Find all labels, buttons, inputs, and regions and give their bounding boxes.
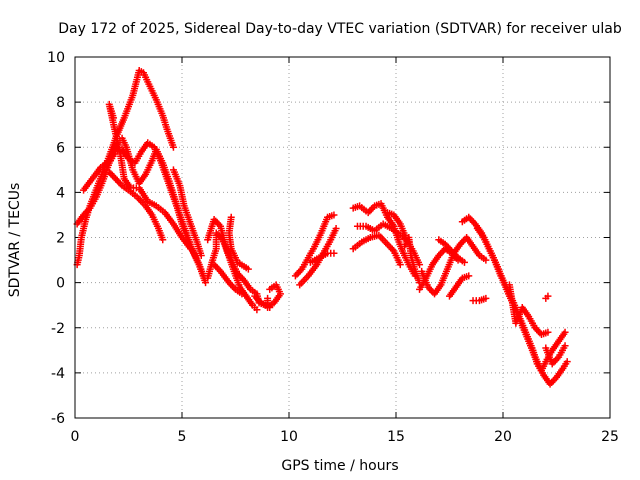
data-point xyxy=(253,306,261,314)
data-point xyxy=(187,245,195,253)
data-point xyxy=(213,219,221,227)
series-arc-16 xyxy=(349,231,404,269)
y-tick-label: -4 xyxy=(51,366,65,382)
data-point xyxy=(108,171,116,179)
data-point xyxy=(416,261,424,269)
axis-ticks: 0 5 10 15 20 25 -6 -4 -2 0 2 4 6 8 10 xyxy=(47,50,619,445)
data-point xyxy=(549,377,557,385)
y-tick-label: -6 xyxy=(51,411,65,427)
x-axis-label: GPS time / hours xyxy=(281,458,398,474)
data-point xyxy=(330,249,338,257)
series-arc-30 xyxy=(251,292,274,311)
data-point xyxy=(159,236,167,244)
data-point xyxy=(366,207,374,215)
data-point xyxy=(169,143,177,151)
y-tick-label: 2 xyxy=(56,231,65,247)
y-tick-label: 0 xyxy=(56,276,65,292)
series-arc-19 xyxy=(401,234,424,287)
x-tick-label: 0 xyxy=(71,429,80,445)
y-tick-label: 8 xyxy=(56,95,65,111)
data-point xyxy=(330,211,338,219)
x-tick-label: 10 xyxy=(280,429,298,445)
data-point xyxy=(396,261,404,269)
data-point xyxy=(460,258,468,266)
data-point xyxy=(465,272,473,280)
chart-title: Day 172 of 2025, Sidereal Day-to-day VTE… xyxy=(58,21,622,37)
data-point xyxy=(244,265,252,273)
y-tick-label: 10 xyxy=(47,50,65,66)
series-arc-23 xyxy=(446,272,473,300)
series-arc-4 xyxy=(105,100,195,253)
data-point xyxy=(197,252,205,260)
grid xyxy=(75,57,610,418)
data-point xyxy=(367,205,375,213)
series-arc-27 xyxy=(505,281,552,339)
y-tick-label: -2 xyxy=(51,321,65,337)
data-point xyxy=(563,358,571,366)
data-point xyxy=(291,272,299,280)
series-arc-13 xyxy=(296,224,340,289)
series-arc-29 xyxy=(542,292,552,302)
x-tick-label: 5 xyxy=(178,429,187,445)
data-point xyxy=(254,296,262,304)
series-arc-25 xyxy=(473,224,569,375)
data-point xyxy=(266,303,274,311)
data-point xyxy=(293,270,301,278)
data-point xyxy=(561,342,569,350)
series-arc-26 xyxy=(469,294,490,305)
x-tick-label: 15 xyxy=(387,429,405,445)
y-tick-label: 6 xyxy=(56,140,65,156)
data-point xyxy=(561,328,569,336)
series-arc-18 xyxy=(383,209,424,269)
y-tick-label: 4 xyxy=(56,185,65,201)
data-point xyxy=(228,282,236,290)
series-arc-9 xyxy=(210,261,246,298)
series-arc-22 xyxy=(435,236,468,266)
data-point xyxy=(544,292,552,300)
data-point xyxy=(110,173,118,181)
x-tick-label: 25 xyxy=(601,429,619,445)
series-arc-5 xyxy=(105,168,167,244)
series-arc-28 xyxy=(542,342,569,368)
data-point xyxy=(107,170,115,178)
plot-frame xyxy=(74,56,611,419)
data-point xyxy=(115,178,123,186)
data-marks xyxy=(73,67,571,388)
series-arc-11 xyxy=(264,281,284,311)
series-arc-12 xyxy=(291,211,338,280)
series-arc-21 xyxy=(418,234,490,298)
data-point xyxy=(332,224,340,232)
data-point xyxy=(466,215,474,223)
data-point xyxy=(202,279,210,287)
data-point xyxy=(544,328,552,336)
y-axis-label: SDTVAR / TECUs xyxy=(7,183,23,298)
series-arc-8 xyxy=(204,215,261,314)
data-point xyxy=(113,177,121,185)
data-point xyxy=(238,290,246,298)
series-arc-10 xyxy=(225,213,252,273)
data-point xyxy=(213,264,221,272)
data-point xyxy=(264,294,272,302)
data-point xyxy=(112,175,120,183)
data-point xyxy=(295,268,303,276)
data-point xyxy=(551,356,559,364)
series-arc-6 xyxy=(169,166,205,260)
series-arc-3 xyxy=(80,134,210,287)
series-arc-14 xyxy=(306,249,338,266)
data-point xyxy=(387,244,395,252)
x-tick-label: 20 xyxy=(494,429,512,445)
data-point xyxy=(482,256,490,264)
data-point xyxy=(482,294,490,302)
data-point xyxy=(385,242,393,250)
